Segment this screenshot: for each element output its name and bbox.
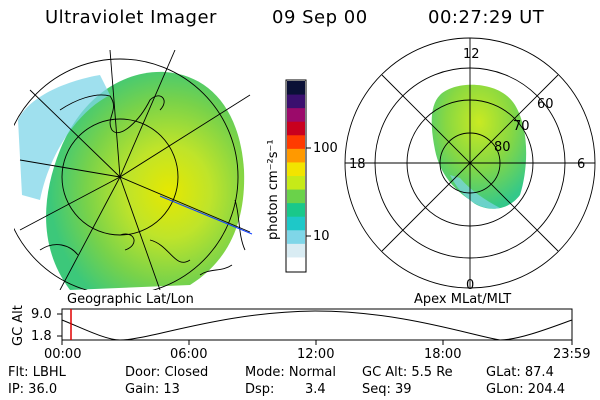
colorbar-band [287,121,305,136]
mlt-label-12: 12 [463,47,480,62]
glon-info: GLon: 204.4 [486,382,566,397]
timeline-xtick-1800: 18:00 [424,347,461,362]
colorbar-band [287,216,305,231]
colorbar-band [287,203,305,218]
mlt-label-6: 6 [577,157,585,172]
mlt-label-0: 0 [466,278,474,293]
mlt-label-18: 18 [349,157,366,172]
instrument-title: Ultraviolet Imager [45,7,217,28]
timeline-xtick-0000: 00:00 [44,347,81,362]
gc-alt-info: GC Alt: 5.5 Re [362,365,453,380]
colorbar: 100 10 photon cm⁻²s⁻¹ [266,79,338,273]
glat-info: GLat: 87.4 [486,365,554,380]
timeline-xtick-2359: 23:59 [553,347,590,362]
coastline [39,94,246,276]
orbit-timeline: GC Alt 9.0 1.8 00:00 06:00 12:00 18:00 2… [11,305,590,362]
apex-polar-plot: 12 18 6 0 60 70 80 [344,37,596,293]
dsp-value: 3.4 [305,382,326,397]
timeline-ytick-low: 1.8 [31,329,52,344]
colorbar-tick-100: 100 [313,141,338,156]
flt-info: Flt: LBHL [8,365,66,380]
colorbar-band [287,94,305,109]
door-info: Door: Closed [125,365,209,380]
mlat-label-60: 60 [537,97,554,112]
colorbar-band [287,81,305,96]
emission-region [46,71,245,290]
polar-grid [344,37,596,289]
timeline-xtick-0600: 06:00 [170,347,207,362]
colorbar-band [287,189,305,204]
lat-lon-grid [14,50,251,290]
colorbar-label: photon cm⁻²s⁻¹ [266,139,281,240]
colorbar-band [287,257,305,272]
time-label: 00:27:29 UT [428,7,545,28]
auroral-oval [431,84,527,209]
timeline-ylabel: GC Alt [11,305,26,346]
colorbar-tick-10: 10 [313,229,330,244]
apex-caption: Apex MLat/MLT [414,292,511,307]
date-label: 09 Sep 00 [272,7,368,28]
emission-scatter [18,75,110,200]
colorbar-band [287,230,305,245]
colorbar-band [287,243,305,258]
dsp-label: Dsp: [245,382,275,397]
colorbar-band [287,135,305,150]
mlat-label-80: 80 [494,140,511,155]
mode-info: Mode: Normal [245,365,336,380]
mlat-label-70: 70 [513,119,530,134]
colorbar-band [287,108,305,123]
terminator-line [159,195,253,235]
colorbar-band [287,176,305,191]
gain-info: Gain: 13 [125,382,180,397]
colorbar-band [287,162,305,177]
ip-info: IP: 36.0 [8,382,58,397]
timeline-ytick-high: 9.0 [31,307,52,322]
colorbar-band [287,148,305,163]
geographic-map [14,50,253,290]
geographic-caption: Geographic Lat/Lon [67,292,194,307]
timeline-xtick-1200: 12:00 [297,347,334,362]
seq-info: Seq: 39 [362,382,412,397]
altitude-curve [61,310,573,341]
